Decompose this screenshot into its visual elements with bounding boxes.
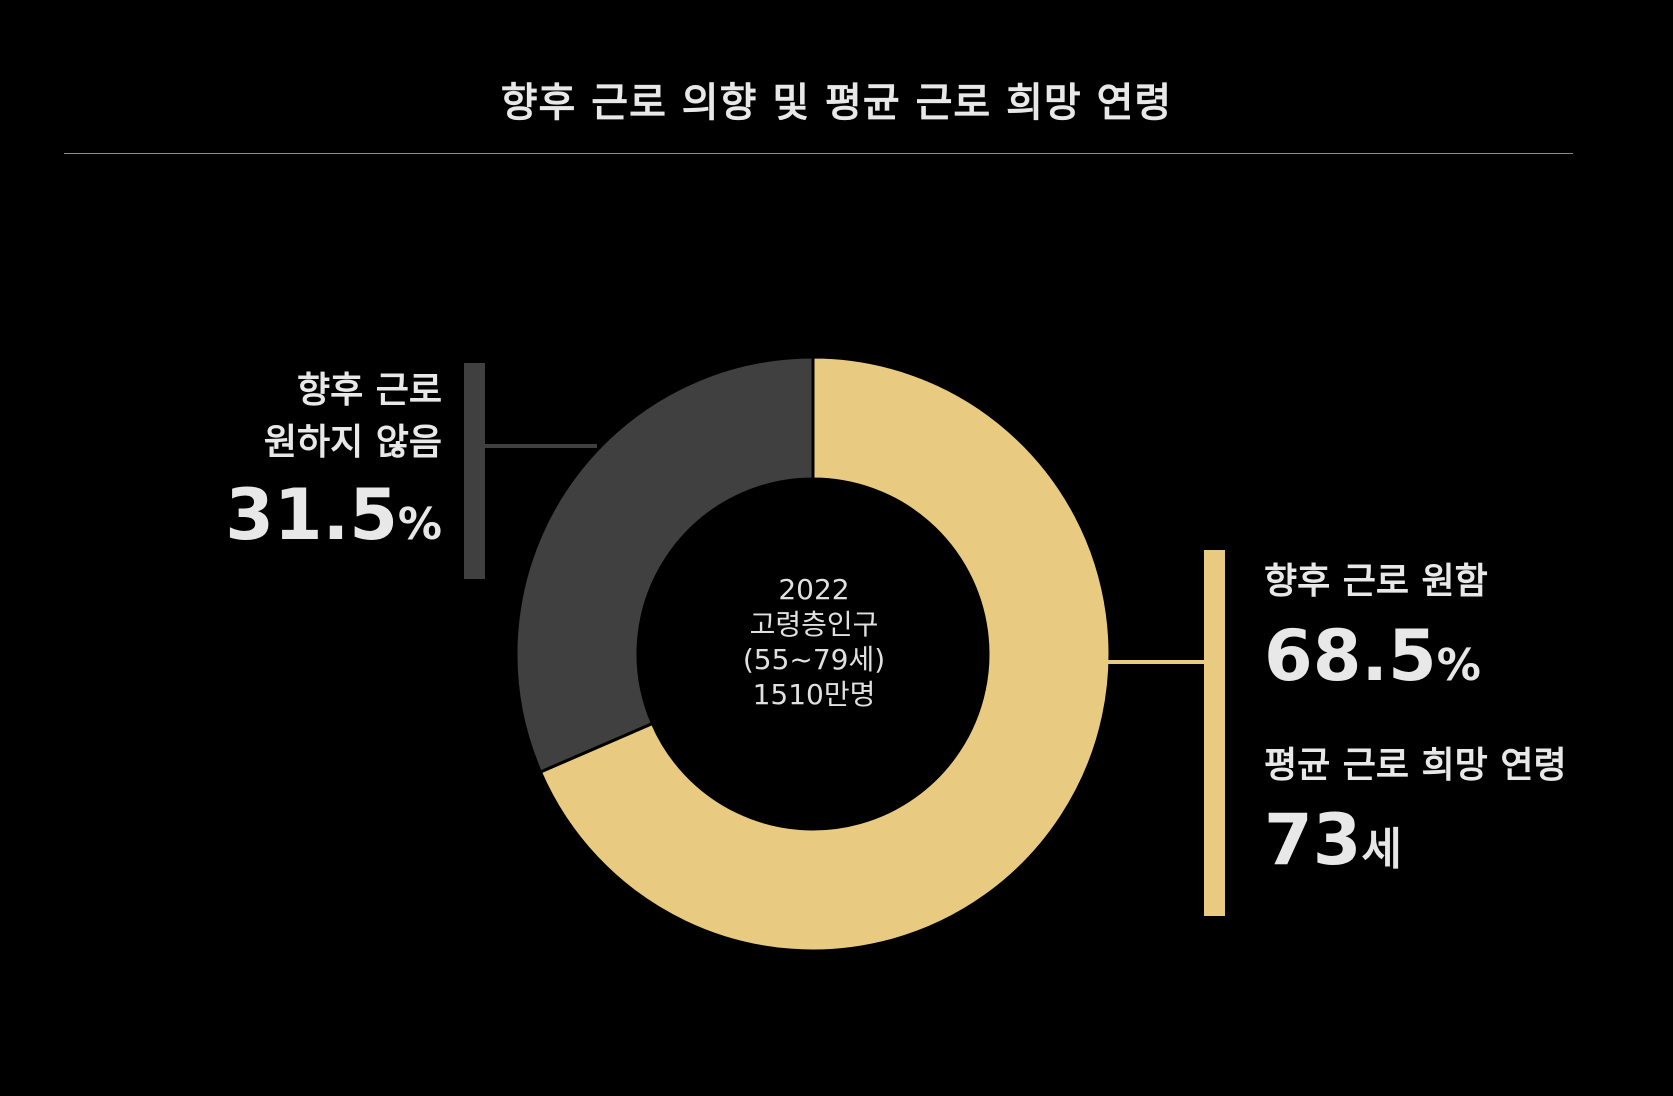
right-bracket-bar [1204, 550, 1225, 916]
center-population-count: 1510만명 [752, 678, 876, 711]
donut-slice-does-not-want-work [514, 355, 815, 774]
right-callout: 향후 근로 원함 68.5% 평균 근로 희망 연령 73세 [1264, 556, 1567, 880]
donut-slices [514, 355, 1112, 953]
left-callout: 향후 근로 원하지 않음 31.5% [225, 365, 442, 555]
age-value-number: 73 [1264, 799, 1362, 881]
left-bracket-bar [464, 363, 485, 579]
left-callout-value: 31.5% [225, 475, 442, 555]
left-callout-label-line2: 원하지 않음 [263, 422, 442, 463]
center-label: 2022 고령층인구 (55~79세) 1510만명 [614, 572, 1014, 712]
donut-slice-wants-work [538, 355, 1112, 953]
left-connector-line [485, 444, 597, 448]
left-value-unit: % [397, 499, 442, 550]
title-divider [64, 153, 1573, 154]
right-value-unit: % [1436, 640, 1481, 691]
right-callout-value: 68.5% [1264, 616, 1567, 696]
age-label: 평균 근로 희망 연령 [1264, 745, 1567, 786]
chart-title: 향후 근로 의향 및 평균 근로 희망 연령 [500, 80, 1173, 126]
center-population-label: 고령층인구 [749, 608, 879, 641]
left-value-number: 31.5 [225, 474, 398, 556]
left-callout-label-line1: 향후 근로 [296, 370, 442, 411]
center-age-range: (55~79세) [742, 643, 886, 676]
age-value: 73세 [1264, 800, 1567, 880]
right-value-number: 68.5 [1264, 615, 1437, 697]
age-value-unit: 세 [1361, 824, 1402, 875]
center-year: 2022 [778, 573, 850, 606]
right-callout-label: 향후 근로 원함 [1264, 561, 1488, 602]
right-connector-line [1108, 660, 1204, 664]
